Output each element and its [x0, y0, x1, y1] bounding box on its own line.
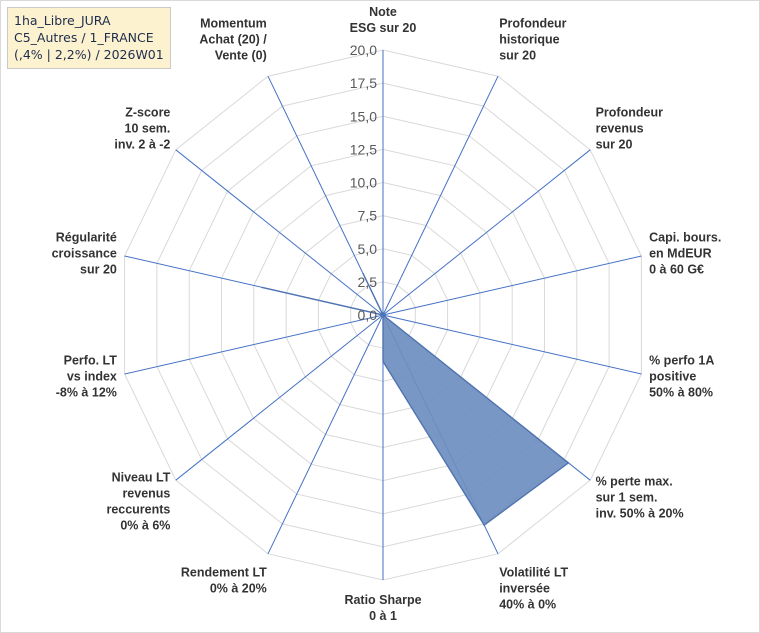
axis-label-line: Z-score	[125, 105, 170, 119]
axis-label-line: Note	[369, 5, 397, 19]
axis-label-line: Achat (20) /	[199, 32, 267, 46]
axis-label: Profondeur revenus sur 20	[596, 105, 663, 151]
tick-label: 10,0	[350, 175, 377, 191]
axis-label-line: -8% à 12%	[56, 386, 117, 400]
axis-label-line: inversée	[499, 582, 550, 596]
tick-label: 15,0	[350, 108, 377, 124]
axis-label-line: Profondeur	[499, 16, 566, 30]
axis-spoke	[382, 255, 642, 316]
axis-label-line: reccurents	[106, 503, 170, 517]
axis-label: Ratio Sharpe 0 à 1	[344, 593, 421, 623]
axis-label-line: Régularité	[56, 230, 117, 244]
axis-spoke	[382, 149, 591, 316]
axis-label-line: historique	[499, 32, 559, 46]
axis-label-line: inv. 2 à -2	[114, 137, 170, 151]
axis-label-line: sur 20	[80, 262, 117, 276]
axis-label: Z-score 10 sem. inv. 2 à -2	[114, 105, 170, 151]
tick-label: 5,0	[358, 241, 378, 257]
fund-category: C5_Autres / 1_FRANCE	[14, 30, 154, 45]
axis-label-line: Perfo. LT	[64, 354, 118, 368]
axis-label-line: Niveau LT	[112, 471, 171, 485]
axis-label: Perfo. LT vs index -8% à 12%	[56, 354, 118, 400]
axis-label-line: 40% à 0%	[499, 598, 556, 612]
series-area	[261, 272, 570, 527]
tick-label: 20,0	[350, 42, 377, 58]
axis-label: Volatilité LT inversée 40% à 0%	[499, 566, 568, 612]
axis-label-line: ESG sur 20	[350, 21, 417, 35]
axis-label: Note ESG sur 20	[350, 5, 417, 35]
axis-spoke	[267, 314, 384, 555]
axis-label-line: sur 20	[596, 137, 633, 151]
axis-label: % perte max. sur 1 sem. inv. 50% à 20%	[596, 475, 684, 521]
axis-spoke	[124, 314, 384, 375]
axis-label-line: Vente (0)	[215, 48, 267, 62]
tick-label: 17,5	[350, 75, 377, 91]
tick-label: 0,0	[358, 307, 378, 323]
axis-label-line: sur 1 sem.	[596, 491, 658, 505]
tick-label: 2,5	[358, 274, 378, 290]
axis-label: Régularité croissance sur 20	[52, 230, 117, 276]
axis-label-line: 50% à 80%	[649, 386, 713, 400]
axis-label-line: % perfo 1A	[649, 354, 714, 368]
axis-label-line: revenus	[122, 487, 170, 501]
axis-label-line: 0 à 1	[369, 609, 397, 623]
tick-label: 12,5	[350, 141, 377, 157]
axis-label-line: 0% à 20%	[210, 582, 267, 596]
axis-label: Momentum Achat (20) / Vente (0)	[199, 16, 267, 62]
axis-spoke	[382, 75, 499, 316]
axis-label-line: inv. 50% à 20%	[596, 507, 684, 521]
axis-label: Niveau LT revenus reccurents 0% à 6%	[106, 471, 170, 533]
axis-label-line: Rendement LT	[181, 566, 267, 580]
axis-label: Capi. bours. en MdEUR 0 à 60 G€	[649, 230, 721, 276]
axis-spoke	[382, 314, 642, 375]
axis-label-line: Momentum	[200, 16, 267, 30]
axis-label: Profondeur historique sur 20	[499, 16, 566, 62]
axis-label-line: vs index	[67, 370, 117, 384]
axis-label-line: revenus	[596, 121, 644, 135]
fund-name: 1ha_Libre_JURA	[14, 13, 111, 28]
axis-label: % perfo 1A positive 50% à 80%	[649, 354, 714, 400]
axis-label: Rendement LT 0% à 20%	[181, 566, 267, 596]
axis-label-line: 10 sem.	[125, 121, 171, 135]
axis-label-line: sur 20	[499, 48, 536, 62]
axis-label-line: % perte max.	[596, 475, 673, 489]
axis-label-line: 0% à 6%	[120, 519, 170, 533]
axis-spoke	[175, 314, 384, 481]
axis-spoke	[175, 149, 384, 316]
axis-label-line: positive	[649, 370, 696, 384]
axis-label-line: Profondeur	[596, 105, 663, 119]
axis-label-line: Capi. bours.	[649, 230, 721, 244]
axis-label-line: croissance	[52, 246, 117, 260]
axis-label-line: 0 à 60 G€	[649, 262, 704, 276]
tick-label: 7,5	[358, 208, 378, 224]
axis-label-line: en MdEUR	[649, 246, 712, 260]
axis-label-line: Ratio Sharpe	[344, 593, 421, 607]
fund-period: (,4% | 2,2%) / 2026W01	[14, 47, 164, 62]
fund-info-box: 1ha_Libre_JURA C5_Autres / 1_FRANCE (,4%…	[7, 7, 171, 69]
axis-label-line: Volatilité LT	[499, 566, 568, 580]
